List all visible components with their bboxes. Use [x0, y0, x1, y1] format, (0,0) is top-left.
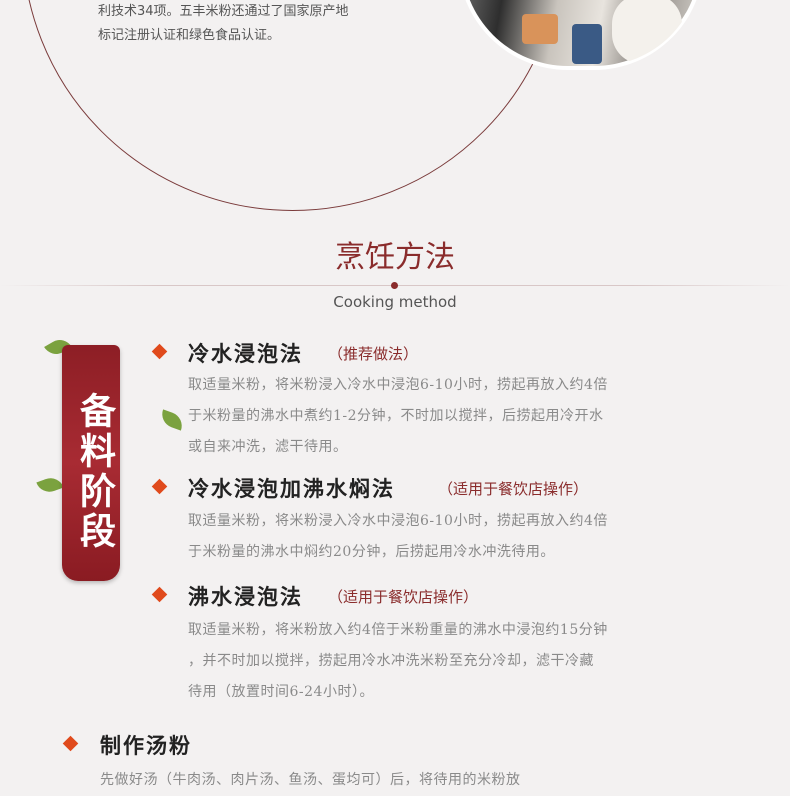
- photo-detail: [612, 0, 682, 64]
- method-line: 取适量米粉，将米粉浸入冷水中浸泡6-10小时，捞起再放入约4倍: [188, 513, 608, 529]
- leaf-icon: [36, 474, 64, 496]
- method-line: 取适量米粉，将米粉放入约4倍于米粉重量的沸水中浸泡约15分钟: [188, 622, 608, 638]
- leaf-icon: [158, 409, 186, 431]
- section-subtitle: Cooking method: [333, 293, 457, 311]
- method-note: （适用于餐饮店操作）: [438, 480, 589, 498]
- method-line: 取适量米粉，将米粉浸入冷水中浸泡6-10小时，捞起再放入约4倍: [188, 377, 608, 393]
- diamond-bullet-icon: [151, 586, 168, 603]
- method-note: （推荐做法）: [328, 345, 419, 363]
- method-line: 于米粉量的沸水中煮约1-2分钟，不时加以搅拌，后捞起用冷开水: [188, 408, 604, 424]
- soup-title: 制作汤粉: [100, 733, 192, 758]
- method-line: 待用（放置时间6-24小时）。: [188, 684, 374, 700]
- intro-text: 利技术34项。五丰米粉还通过了国家原产地 标记注册认证和绿色食品认证。: [98, 0, 349, 48]
- photo-detail: [522, 14, 558, 44]
- photo-detail: [572, 24, 602, 64]
- method-title: 冷水浸泡法: [188, 341, 303, 366]
- soup-line: 先做好汤（牛肉汤、肉片汤、鱼汤、蛋均可）后，将待用的米粉放: [100, 772, 521, 788]
- diamond-bullet-icon: [151, 343, 168, 360]
- stage-banner: 备料阶段: [62, 345, 120, 581]
- method-line: ，并不时加以搅拌，捞起用冷水冲洗米粉至充分冷却，滤干冷藏: [188, 653, 594, 669]
- method-line: 或自来冲洗，滤干待用。: [188, 439, 348, 455]
- section-title: 烹饪方法: [335, 240, 455, 275]
- intro-line: 利技术34项。五丰米粉还通过了国家原产地: [98, 4, 349, 19]
- stage-banner-text: 备料阶段: [74, 392, 116, 552]
- method-title: 沸水浸泡法: [188, 584, 303, 609]
- divider-dot: [391, 282, 398, 289]
- method-title: 冷水浸泡加沸水焖法: [188, 476, 395, 501]
- intro-line: 标记注册认证和绿色食品认证。: [98, 28, 281, 43]
- method-body: 取适量米粉，将米粉浸入冷水中浸泡6-10小时，捞起再放入约4倍 于米粉量的沸水中…: [188, 506, 608, 568]
- product-photo: [458, 0, 704, 70]
- diamond-bullet-icon: [62, 735, 79, 752]
- method-body: 取适量米粉，将米粉浸入冷水中浸泡6-10小时，捞起再放入约4倍 于米粉量的沸水中…: [188, 370, 608, 463]
- soup-body: 先做好汤（牛肉汤、肉片汤、鱼汤、蛋均可）后，将待用的米粉放: [100, 765, 521, 796]
- method-note: （适用于餐饮店操作）: [328, 588, 479, 606]
- method-body: 取适量米粉，将米粉放入约4倍于米粉重量的沸水中浸泡约15分钟 ，并不时加以搅拌，…: [188, 615, 608, 708]
- method-line: 于米粉量的沸水中焖约20分钟，后捞起用冷水冲洗待用。: [188, 544, 555, 560]
- diamond-bullet-icon: [151, 478, 168, 495]
